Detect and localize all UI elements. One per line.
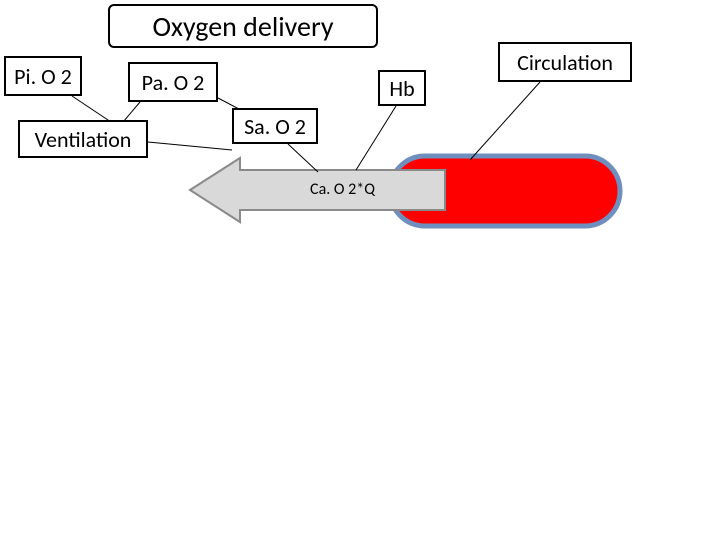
- title-text: Oxygen delivery: [152, 9, 333, 44]
- node-hb: Hb: [378, 70, 426, 106]
- node-circulation-label: Circulation: [517, 49, 613, 76]
- node-ventilation: Ventilation: [18, 120, 148, 158]
- node-pio2: Pi. O 2: [4, 56, 82, 96]
- connector-line: [470, 82, 540, 160]
- node-pao2-label: Pa. O 2: [142, 69, 205, 96]
- node-hb-label: Hb: [389, 75, 414, 102]
- node-sao2: Sa. O 2: [232, 108, 318, 144]
- node-ventilation-label: Ventilation: [35, 126, 132, 153]
- flow-arrow-label: Ca. O 2*Q: [310, 180, 376, 199]
- connector-line: [356, 106, 396, 170]
- title-box: Oxygen delivery: [108, 4, 378, 48]
- connector-line: [288, 144, 318, 172]
- node-sao2-label: Sa. O 2: [244, 113, 306, 140]
- blood-capsule: [390, 156, 620, 226]
- node-pao2: Pa. O 2: [128, 62, 218, 102]
- node-pio2-label: Pi. O 2: [14, 63, 72, 90]
- connector-line: [148, 142, 232, 150]
- flow-arrow: [190, 158, 445, 222]
- node-circulation: Circulation: [498, 42, 632, 82]
